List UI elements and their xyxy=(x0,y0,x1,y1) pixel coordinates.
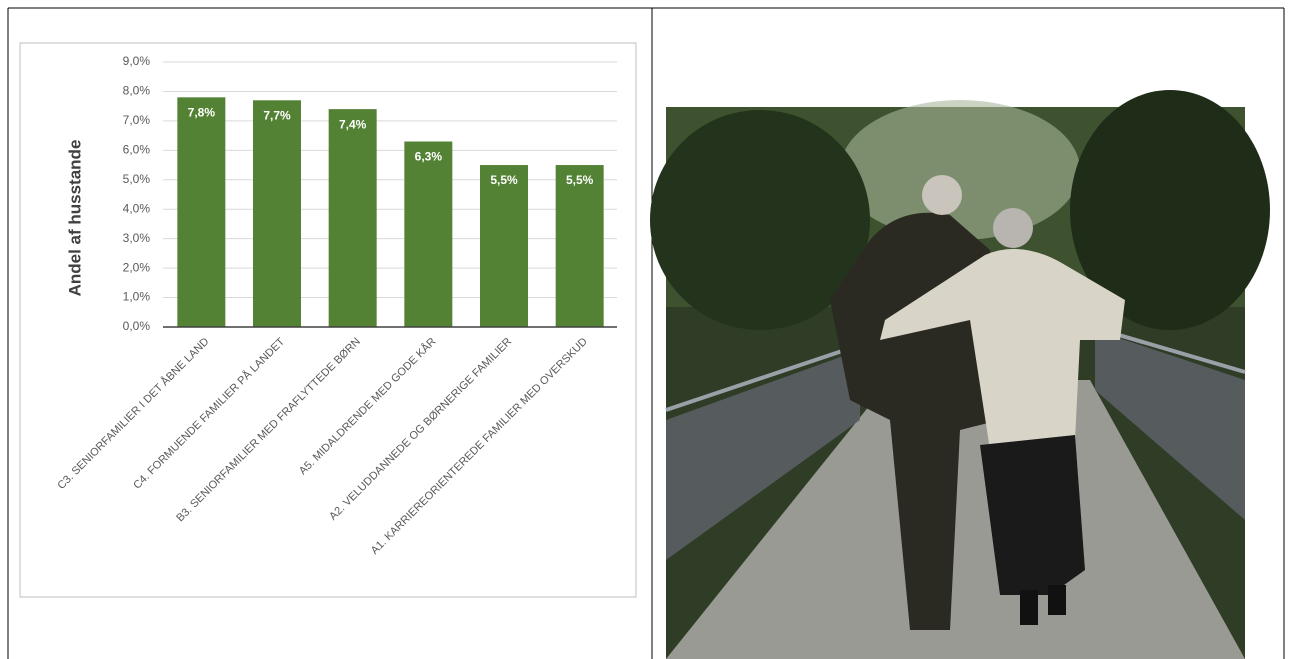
data-label: 5,5% xyxy=(490,173,518,187)
y-tick-label: 4,0% xyxy=(123,201,151,215)
y-tick-label: 9,0% xyxy=(123,54,151,68)
y-tick-label: 7,0% xyxy=(123,113,151,127)
y-tick-label: 6,0% xyxy=(123,143,151,157)
bar xyxy=(555,165,604,327)
y-tick-label: 8,0% xyxy=(123,84,151,98)
bar xyxy=(253,100,301,328)
data-label: 6,3% xyxy=(415,150,443,164)
chart-frame xyxy=(19,42,637,598)
data-label: 7,7% xyxy=(263,108,291,122)
bar xyxy=(480,165,528,327)
data-label: 7,8% xyxy=(188,106,216,120)
data-label: 5,5% xyxy=(566,173,594,187)
y-axis-title: Andel af husstande xyxy=(65,140,84,297)
photo xyxy=(650,90,1270,659)
y-tick-label: 3,0% xyxy=(123,231,151,245)
bar xyxy=(328,109,377,327)
y-tick-label: 0,0% xyxy=(123,319,151,333)
bar xyxy=(177,97,226,327)
y-tick-label: 1,0% xyxy=(123,290,151,304)
data-label: 7,4% xyxy=(339,117,367,131)
bar xyxy=(404,141,453,327)
y-tick-label: 5,0% xyxy=(123,172,151,186)
y-tick-label: 2,0% xyxy=(123,260,151,274)
